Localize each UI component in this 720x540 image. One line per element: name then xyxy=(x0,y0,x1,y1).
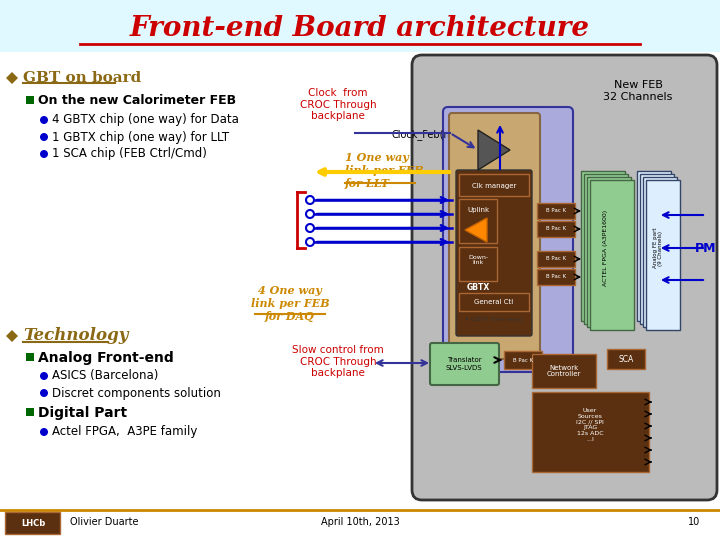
Polygon shape xyxy=(478,130,510,170)
Circle shape xyxy=(40,116,48,124)
Text: Front-end Board architecture: Front-end Board architecture xyxy=(130,15,590,42)
Text: GBT on board: GBT on board xyxy=(23,71,141,85)
Text: General Ctl: General Ctl xyxy=(474,299,513,305)
Text: 1 One way
link per FEB
for LLT: 1 One way link per FEB for LLT xyxy=(345,152,423,188)
Text: Down-
link: Down- link xyxy=(468,254,488,265)
Bar xyxy=(26,96,34,104)
Bar xyxy=(26,353,34,361)
Text: LHCb: LHCb xyxy=(21,518,45,528)
Text: B Pac K: B Pac K xyxy=(546,256,566,261)
FancyBboxPatch shape xyxy=(532,392,649,472)
Circle shape xyxy=(40,372,48,380)
Text: Network
Controller: Network Controller xyxy=(546,364,581,377)
Text: GBTX: GBTX xyxy=(467,284,490,293)
FancyBboxPatch shape xyxy=(537,269,575,285)
Text: 4 GBTX (One way): 4 GBTX (One way) xyxy=(465,318,523,322)
FancyBboxPatch shape xyxy=(459,174,529,196)
FancyBboxPatch shape xyxy=(584,174,628,324)
Text: ASICS (Barcelona): ASICS (Barcelona) xyxy=(52,369,158,382)
Circle shape xyxy=(40,428,48,436)
FancyBboxPatch shape xyxy=(537,221,575,237)
Circle shape xyxy=(306,196,314,204)
Text: 1 SCA chip (FEB Ctrl/Cmd): 1 SCA chip (FEB Ctrl/Cmd) xyxy=(52,147,207,160)
Text: B Pac K: B Pac K xyxy=(546,226,566,232)
Text: ACTEL FPGA (A3PE1600): ACTEL FPGA (A3PE1600) xyxy=(603,210,608,286)
Text: 10: 10 xyxy=(688,517,700,527)
Text: Clk manager: Clk manager xyxy=(472,183,516,189)
FancyBboxPatch shape xyxy=(640,174,674,324)
FancyBboxPatch shape xyxy=(607,349,645,369)
FancyBboxPatch shape xyxy=(581,171,625,321)
Polygon shape xyxy=(465,218,487,242)
FancyBboxPatch shape xyxy=(532,354,596,388)
Text: Clock  from
CROC Through
backplane: Clock from CROC Through backplane xyxy=(300,88,377,121)
FancyBboxPatch shape xyxy=(412,55,717,500)
Text: Analog FE part
(9 Channels): Analog FE part (9 Channels) xyxy=(652,228,663,268)
Text: Clock_Feb(n): Clock_Feb(n) xyxy=(392,130,454,140)
FancyBboxPatch shape xyxy=(537,203,575,219)
Bar xyxy=(26,408,34,416)
Text: Analog Front-end: Analog Front-end xyxy=(38,351,174,365)
Text: Uplink: Uplink xyxy=(467,207,489,213)
FancyBboxPatch shape xyxy=(537,251,575,267)
Circle shape xyxy=(306,210,314,218)
FancyBboxPatch shape xyxy=(504,351,542,369)
Text: Digital Part: Digital Part xyxy=(38,406,127,420)
Text: April 10th, 2013: April 10th, 2013 xyxy=(320,517,400,527)
Text: B Pac K: B Pac K xyxy=(546,208,566,213)
Text: Actel FPGA,  A3PE family: Actel FPGA, A3PE family xyxy=(52,426,197,438)
FancyBboxPatch shape xyxy=(459,247,497,281)
Text: Olivier Duarte: Olivier Duarte xyxy=(70,517,138,527)
Circle shape xyxy=(306,238,314,246)
Text: User
Sources
I2C // SPI
JTAG
12s ADC
...I: User Sources I2C // SPI JTAG 12s ADC ...… xyxy=(576,408,604,442)
FancyBboxPatch shape xyxy=(456,170,532,336)
Text: B Pac K: B Pac K xyxy=(513,357,533,362)
FancyBboxPatch shape xyxy=(0,0,720,52)
Polygon shape xyxy=(6,330,18,342)
Text: Slow control from
CROC Through
backplane: Slow control from CROC Through backplane xyxy=(292,345,384,378)
FancyBboxPatch shape xyxy=(587,177,631,327)
Text: Technology: Technology xyxy=(23,327,128,345)
Text: PM: PM xyxy=(696,241,716,254)
Text: 1 GBTX chip (one way) for LLT: 1 GBTX chip (one way) for LLT xyxy=(52,131,229,144)
Text: B Pac K: B Pac K xyxy=(546,274,566,280)
Text: 4 One way
link per FEB
for DAQ: 4 One way link per FEB for DAQ xyxy=(251,285,329,322)
FancyBboxPatch shape xyxy=(637,171,671,321)
Circle shape xyxy=(306,224,314,232)
FancyBboxPatch shape xyxy=(459,293,529,311)
FancyBboxPatch shape xyxy=(430,343,499,385)
Text: On the new Calorimeter FEB: On the new Calorimeter FEB xyxy=(38,94,236,107)
Text: Discret components solution: Discret components solution xyxy=(52,387,221,400)
FancyBboxPatch shape xyxy=(643,177,677,327)
Text: Translator
SLVS-LVDS: Translator SLVS-LVDS xyxy=(446,357,482,370)
Polygon shape xyxy=(6,72,18,84)
Circle shape xyxy=(40,133,48,141)
Text: SCA: SCA xyxy=(618,354,634,363)
Circle shape xyxy=(40,389,48,397)
Circle shape xyxy=(40,150,48,158)
Text: 4 GBTX chip (one way) for Data: 4 GBTX chip (one way) for Data xyxy=(52,113,239,126)
FancyBboxPatch shape xyxy=(459,199,497,243)
FancyBboxPatch shape xyxy=(449,113,540,359)
FancyBboxPatch shape xyxy=(5,512,60,534)
FancyBboxPatch shape xyxy=(590,180,634,330)
Text: New FEB
32 Channels: New FEB 32 Channels xyxy=(603,80,672,102)
FancyBboxPatch shape xyxy=(646,180,680,330)
FancyBboxPatch shape xyxy=(443,107,573,372)
